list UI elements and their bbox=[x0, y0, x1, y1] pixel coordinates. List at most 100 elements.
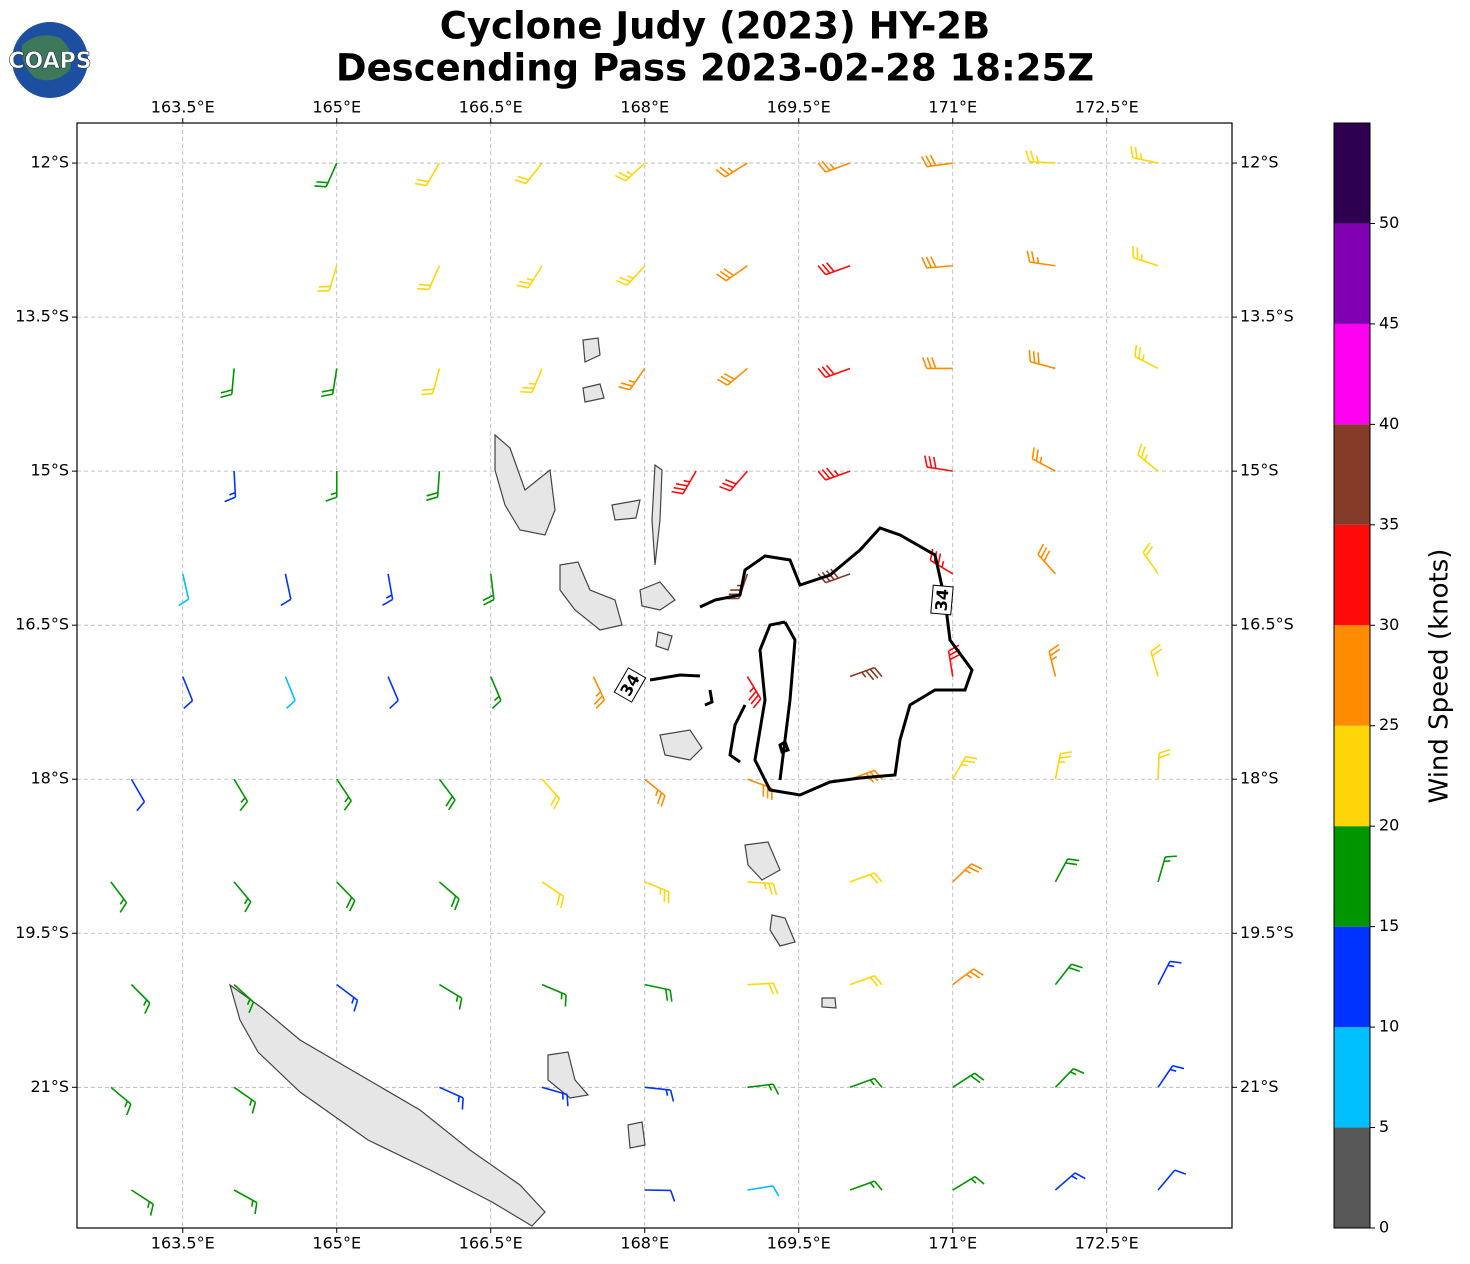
x-tick-label: 172.5°E bbox=[1075, 98, 1139, 117]
colorbar-segment bbox=[1334, 424, 1370, 525]
colorbar-segment bbox=[1334, 926, 1370, 1028]
island bbox=[769, 914, 796, 947]
contour-label-box: 34 bbox=[613, 667, 647, 703]
island bbox=[651, 463, 663, 566]
colorbar-tick-label: 15 bbox=[1379, 916, 1399, 935]
wind-barb bbox=[747, 881, 778, 896]
colorbar-segment bbox=[1334, 123, 1370, 224]
y-tick-label: 13.5°S bbox=[15, 307, 69, 326]
logo-land bbox=[21, 35, 72, 81]
wind-barb bbox=[644, 983, 673, 1002]
wind-barb bbox=[1054, 858, 1080, 883]
x-tick-label: 171°E bbox=[928, 1234, 977, 1253]
wind-barb bbox=[1137, 443, 1159, 472]
y-tick-label: 12°S bbox=[30, 153, 69, 172]
wind-barb bbox=[233, 984, 255, 1014]
wind-barb bbox=[439, 983, 463, 1010]
wind-barb bbox=[747, 1083, 780, 1095]
wind-barb bbox=[671, 470, 697, 495]
colorbar-segment bbox=[1334, 223, 1370, 324]
wind-barb bbox=[952, 755, 978, 780]
wind-barb bbox=[387, 676, 399, 710]
wind-barb bbox=[719, 470, 749, 492]
colorbar-tick-label: 20 bbox=[1379, 816, 1399, 835]
wind-barb bbox=[817, 160, 851, 173]
wind-barb bbox=[336, 778, 352, 811]
colorbar-tick-label: 0 bbox=[1379, 1218, 1389, 1237]
wind-barb bbox=[1157, 748, 1171, 780]
wind-barb bbox=[716, 367, 748, 386]
wind-barb bbox=[1054, 1067, 1085, 1088]
y-tick-label: 16.5°S bbox=[15, 615, 69, 634]
colorbar-tick-label: 50 bbox=[1379, 213, 1399, 232]
wind-barb bbox=[1025, 150, 1056, 164]
y-tick-label: 12°S bbox=[1240, 153, 1279, 172]
y-tick-label: 19.5°S bbox=[15, 923, 69, 942]
wind-barb bbox=[1150, 644, 1163, 677]
title-line: Cyclone Judy (2023) HY-2B bbox=[440, 5, 991, 48]
wind-barb bbox=[747, 982, 779, 995]
wind-barb bbox=[182, 676, 194, 710]
x-tick-label: 172.5°E bbox=[1075, 1234, 1139, 1253]
wind-barb bbox=[924, 455, 953, 472]
wind-barb bbox=[952, 863, 983, 883]
colorbar-segment bbox=[1334, 524, 1370, 626]
wind-barb bbox=[644, 778, 666, 807]
wind-barb bbox=[482, 573, 495, 606]
wind-barb bbox=[1054, 751, 1073, 780]
colorbar-frame bbox=[1333, 122, 1371, 1229]
x-tick-label: 165°E bbox=[312, 98, 361, 117]
wind-barb bbox=[438, 881, 460, 911]
wind-barb bbox=[952, 1175, 985, 1191]
wind-barb bbox=[715, 162, 748, 178]
island bbox=[559, 561, 623, 631]
wind-barb bbox=[541, 983, 567, 1007]
y-tick-label: 21°S bbox=[30, 1077, 69, 1096]
wind-barb bbox=[336, 881, 356, 912]
island bbox=[494, 433, 556, 536]
colorbar-segment bbox=[1334, 625, 1370, 726]
x-tick-label: 171°E bbox=[928, 98, 977, 117]
wind-barb bbox=[849, 1180, 883, 1191]
colorbar-segment bbox=[1334, 323, 1370, 425]
wind-barb bbox=[644, 881, 670, 904]
wind-barb bbox=[716, 265, 748, 282]
wind-barb bbox=[110, 1086, 132, 1116]
wind-barb bbox=[336, 983, 359, 1012]
wind-barb bbox=[220, 368, 235, 399]
y-tick-label: 13.5°S bbox=[1240, 307, 1294, 326]
island bbox=[228, 983, 546, 1227]
wind-barb bbox=[1132, 245, 1159, 267]
wind-barb bbox=[817, 364, 851, 379]
wind-barb bbox=[1031, 447, 1056, 472]
colorbar-segment bbox=[1334, 826, 1370, 927]
wind-barb bbox=[849, 1077, 883, 1089]
wind-barb bbox=[284, 676, 296, 710]
y-tick-label: 15°S bbox=[30, 461, 69, 480]
wind-barb bbox=[233, 881, 252, 913]
wind-barb bbox=[325, 471, 338, 502]
wind-barb bbox=[382, 573, 394, 606]
wind-barb bbox=[644, 1189, 676, 1202]
y-tick-label: 16.5°S bbox=[1240, 615, 1294, 634]
contour-label-bg bbox=[613, 667, 647, 703]
wind-barb bbox=[317, 265, 338, 293]
wind-barb bbox=[747, 778, 773, 800]
y-tick-label: 18°S bbox=[30, 769, 69, 788]
x-tick-label: 169.5°E bbox=[767, 98, 831, 117]
wind-barb bbox=[849, 974, 883, 987]
wind-barb bbox=[1028, 349, 1056, 370]
wind-barb bbox=[110, 881, 128, 913]
wind-barb bbox=[490, 676, 502, 710]
y-tick-label: 21°S bbox=[1240, 1077, 1279, 1096]
wind-barb bbox=[644, 1086, 675, 1102]
contour-line bbox=[649, 526, 974, 797]
x-tick-label: 168°E bbox=[620, 1234, 669, 1253]
x-tick-label: 163.5°E bbox=[151, 1234, 215, 1253]
map-frame bbox=[76, 122, 1233, 1229]
wind-barb bbox=[817, 467, 851, 481]
colorbar-tick-label: 40 bbox=[1379, 414, 1399, 433]
wind-barb bbox=[1026, 250, 1056, 267]
wind-barb bbox=[321, 368, 338, 398]
wind-barb bbox=[921, 256, 953, 269]
